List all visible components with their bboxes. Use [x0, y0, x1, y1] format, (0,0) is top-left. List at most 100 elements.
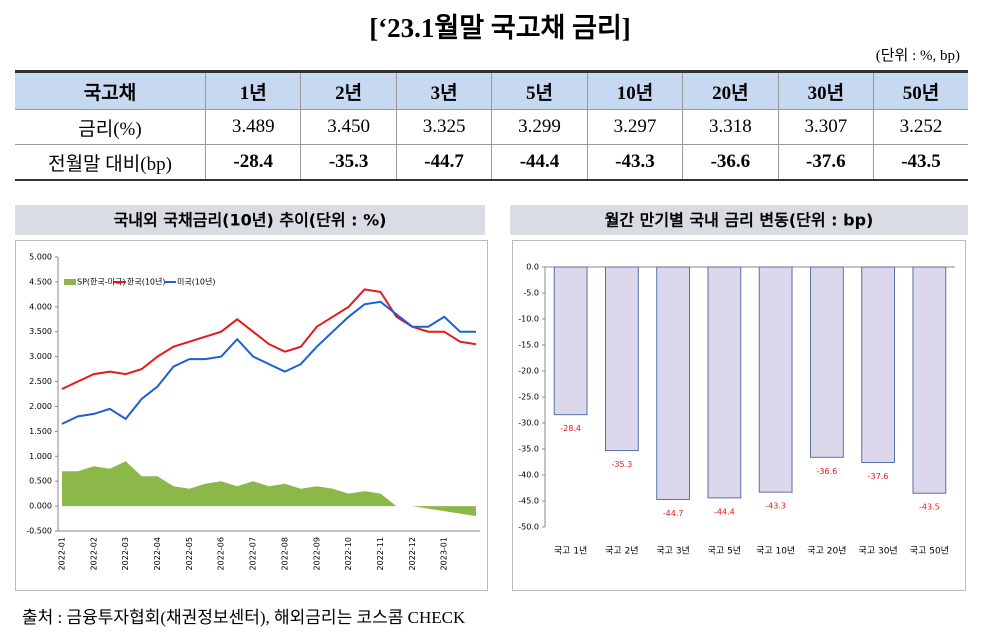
- x-tick-label: 국고 50년: [910, 546, 949, 557]
- table-cell: -28.4: [204, 144, 302, 181]
- x-tick-label: 2022-12: [408, 537, 417, 570]
- bar: [656, 266, 691, 500]
- value-label: -43.5: [919, 503, 940, 512]
- area: [62, 461, 476, 517]
- x-tick-label: 국고 3년: [656, 546, 689, 557]
- table-cell: 금리(%): [15, 109, 206, 145]
- table-cell: 3.297: [586, 109, 684, 145]
- table-cell: 3년: [395, 70, 493, 110]
- value-label: -36.6: [817, 467, 838, 476]
- x-tick-label: 2022-11: [376, 537, 385, 570]
- table-cell: 3.318: [682, 109, 779, 145]
- y-tick-label: -0.500: [26, 527, 52, 536]
- x-tick-label: 국고 30년: [859, 546, 898, 557]
- table-cell: -43.5: [873, 144, 968, 181]
- x-tick-label: 2022-02: [89, 537, 98, 570]
- y-tick-label: 2.500: [29, 377, 52, 386]
- chart-header: [510, 205, 968, 235]
- table-row: 전월말 대비(bp) -28.4 -35.3 -44.7 -44.4 -43.3 -36.6…: [15, 144, 968, 181]
- table-cell: -35.3: [300, 144, 397, 181]
- y-tick-label: -15.0: [518, 341, 539, 350]
- x-tick-label: 2022-04: [153, 537, 162, 570]
- bar: [912, 266, 947, 494]
- value-label: -44.7: [663, 509, 684, 518]
- table-cell: 50년: [873, 70, 968, 110]
- table-cell: 3.489: [204, 109, 302, 145]
- x-tick-label: 국고 5년: [708, 546, 741, 557]
- y-tick-label: 5.000: [29, 253, 52, 262]
- rate-table: 국고채 1년 2년 3년 5년 10년 20년 30년 50년 금리(%) 3.489 3.450 3.…: [15, 70, 968, 181]
- legend-label: 한국(10년): [127, 277, 166, 287]
- legend-label: SP(한국-미국): [77, 278, 125, 287]
- table-cell: -36.6: [682, 144, 779, 181]
- table-cell: -43.3: [586, 144, 684, 181]
- legend-swatch: [64, 279, 76, 285]
- value-label: -28.4: [560, 424, 581, 433]
- y-tick-label: -45.0: [518, 497, 539, 506]
- value-label: -35.3: [612, 460, 633, 469]
- x-tick-label: 2022-03: [121, 537, 130, 570]
- chart-title: 월간 만기별 국내 금리 변동(단위 : bp): [605, 211, 874, 230]
- table-cell: 20년: [682, 70, 779, 110]
- source-note: 출처 : 금융투자협회(채권정보센터), 해외금리는 코스콤 CHECK: [22, 608, 466, 627]
- y-tick-label: -10.0: [518, 315, 539, 324]
- y-tick-label: -40.0: [518, 471, 539, 480]
- x-tick-label: 국고 2년: [605, 546, 638, 557]
- x-tick-label: 2022-08: [280, 537, 289, 570]
- table-cell: 국고채: [15, 70, 206, 110]
- y-tick-label: 1.500: [29, 427, 52, 436]
- y-tick-label: -30.0: [518, 419, 539, 428]
- table-cell: 3.252: [873, 109, 968, 145]
- value-label: -44.4: [714, 507, 735, 516]
- y-tick-label: -25.0: [518, 393, 539, 402]
- charts: 국내외 국채금리(10년) 추이(단위 : %) 5.000 4.500 4.000 3…: [15, 205, 968, 591]
- value-label: -37.6: [868, 472, 889, 481]
- y-tick-label: -5.0: [523, 289, 539, 298]
- y-tick-label: 0.0: [526, 263, 539, 272]
- table-cell: -44.4: [491, 144, 588, 181]
- y-tick-label: 0.000: [29, 502, 52, 511]
- y-tick-label: 4.000: [29, 302, 52, 311]
- page-title: [‘23.1월말 국고채 금리]: [369, 13, 631, 43]
- y-tick-label: 2.000: [29, 402, 52, 411]
- table-row: 국고채 1년 2년 3년 5년 10년 20년 30년 50년: [15, 70, 968, 110]
- x-tick-label: 2023-01: [440, 537, 449, 570]
- legend-label: 미국(10년): [177, 277, 216, 287]
- table-cell: 2년: [300, 70, 397, 110]
- table-cell: 5년: [491, 70, 588, 110]
- table-cell: 3.299: [491, 109, 588, 145]
- y-tick-label: 3.000: [29, 352, 52, 361]
- x-tick-label: 국고 20년: [807, 546, 846, 557]
- table-cell: -44.7: [395, 144, 493, 181]
- x-tick-label: 2022-09: [312, 537, 321, 570]
- table-cell: 1년: [204, 70, 302, 110]
- chart-title: 국내외 국채금리(10년) 추이(단위 : %): [114, 211, 387, 230]
- y-tick-label: 4.500: [29, 277, 52, 286]
- bar: [809, 266, 844, 458]
- table-cell: 3.450: [300, 109, 397, 145]
- table-cell: 10년: [586, 70, 684, 110]
- x-tick-label: 국고 1년: [554, 546, 587, 557]
- x-tick-label: 2022-05: [185, 537, 194, 570]
- bar: [604, 266, 639, 452]
- bar: [861, 266, 896, 464]
- value-label: -43.3: [765, 502, 786, 511]
- table-row: 금리(%) 3.489 3.450 3.325 3.299 3.297 3.318 3.307…: [15, 109, 968, 145]
- y-tick-label: 3.500: [29, 327, 52, 336]
- y-tick-label: -50.0: [518, 523, 539, 532]
- chart-frame: [15, 240, 488, 591]
- table-cell: 30년: [777, 70, 875, 110]
- bar: [758, 266, 793, 493]
- y-tick-label: 1.000: [29, 452, 52, 461]
- x-tick-label: 2022-07: [249, 537, 258, 570]
- table-cell: 3.307: [777, 109, 875, 145]
- chart-header: [15, 205, 485, 235]
- y-tick-label: -20.0: [518, 367, 539, 376]
- x-tick-label: 국고 10년: [756, 546, 795, 557]
- table-cell: -37.6: [777, 144, 875, 181]
- x-tick-label: 2022-06: [217, 537, 226, 570]
- bar: [707, 266, 742, 499]
- bar: [553, 266, 588, 416]
- x-tick-label: 2022-10: [344, 537, 353, 570]
